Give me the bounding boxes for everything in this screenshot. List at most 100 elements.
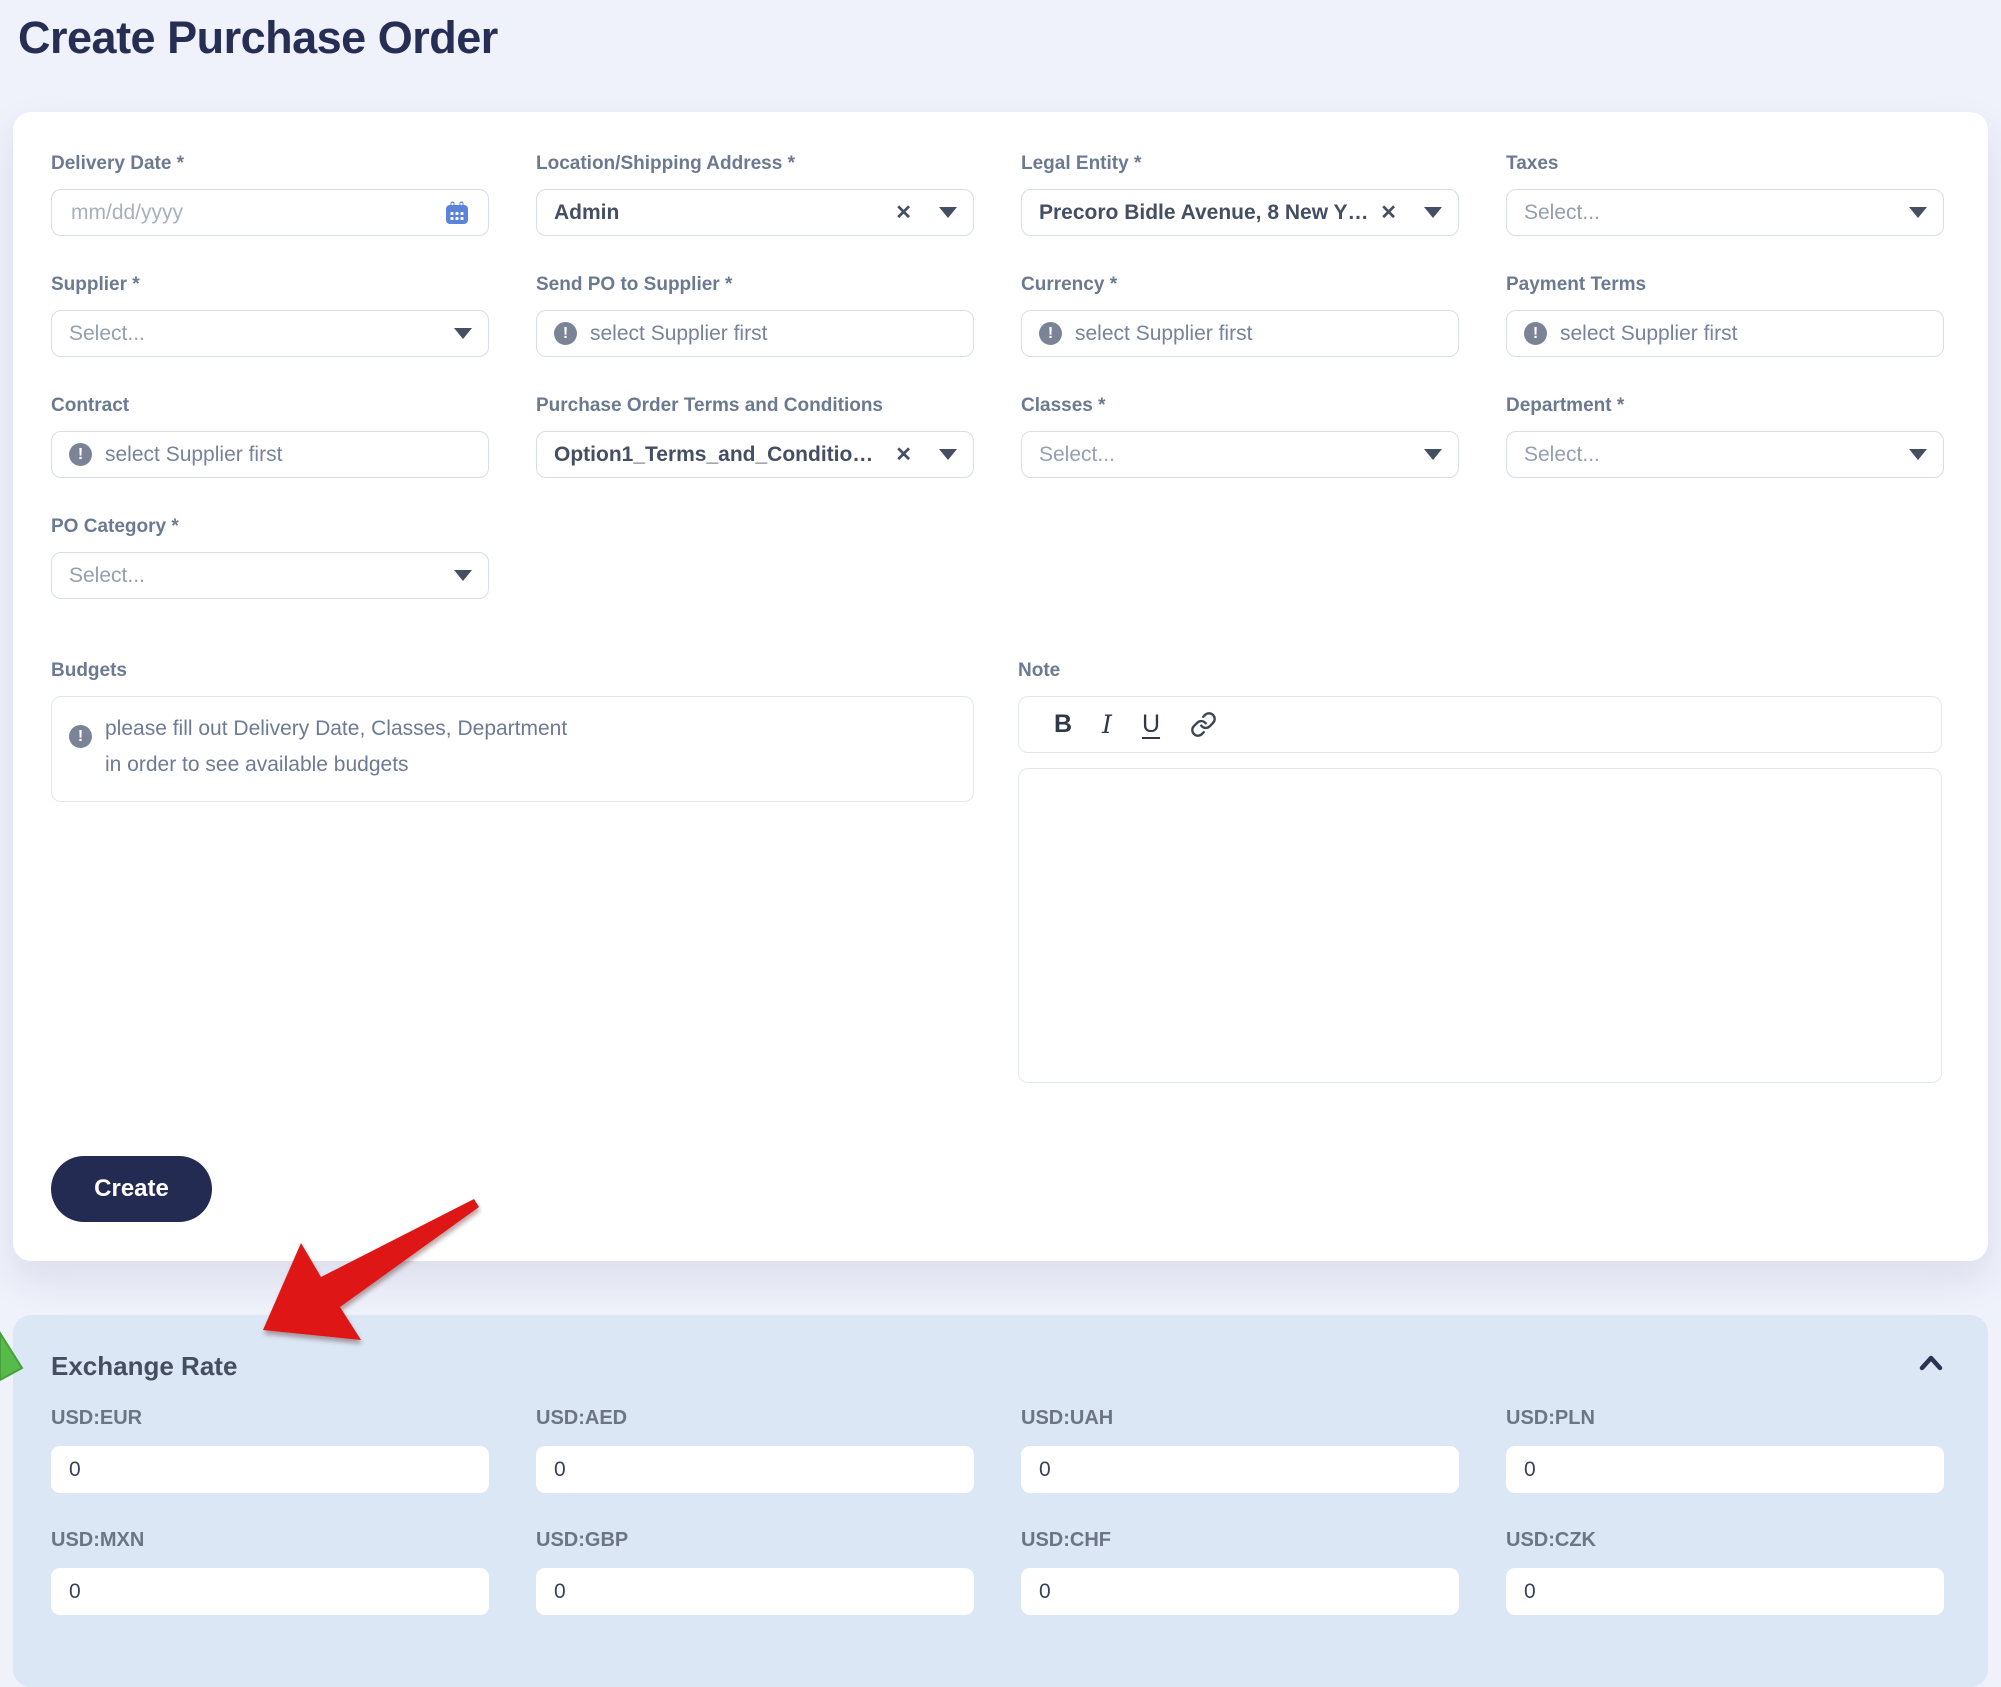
supplier-placeholder: Select... — [69, 321, 145, 345]
legal-entity-value: Precoro Bidle Avenue, 8 New Y… — [1039, 200, 1369, 224]
budgets-message-line1: please fill out Delivery Date, Classes, … — [105, 717, 568, 740]
classes-label: Classes * — [1021, 395, 1106, 416]
department-label: Department * — [1506, 395, 1625, 416]
fx-label: USD:GBP — [536, 1529, 629, 1551]
fx-input-usd-gbp[interactable] — [536, 1568, 974, 1615]
taxes-select[interactable]: Select... — [1506, 189, 1944, 236]
budgets-message: please fill out Delivery Date, Classes, … — [105, 711, 567, 783]
fx-input-usd-eur[interactable] — [51, 1446, 489, 1493]
field-supplier: Supplier * Select... — [51, 273, 489, 357]
form-grid: Delivery Date * — [51, 152, 1944, 599]
caret-down-icon[interactable] — [939, 207, 957, 218]
caret-down-icon[interactable] — [454, 328, 472, 339]
budgets-info-box: ! please fill out Delivery Date, Classes… — [51, 696, 974, 802]
underline-button[interactable]: U — [1129, 705, 1173, 745]
clear-icon[interactable]: ✕ — [895, 201, 912, 224]
taxes-label: Taxes — [1506, 153, 1559, 174]
classes-placeholder: Select... — [1039, 442, 1115, 466]
caret-down-icon[interactable] — [1424, 207, 1442, 218]
fx-label: USD:CHF — [1021, 1529, 1111, 1551]
info-icon: ! — [554, 322, 577, 345]
location-select[interactable]: Admin ✕ — [536, 189, 974, 236]
create-button[interactable]: Create — [51, 1156, 212, 1222]
info-icon: ! — [69, 443, 92, 466]
fx-input-usd-aed[interactable] — [536, 1446, 974, 1493]
fx-label: USD:CZK — [1506, 1529, 1596, 1551]
classes-select[interactable]: Select... — [1021, 431, 1459, 478]
budgets-message-line2: in order to see available budgets — [105, 753, 409, 776]
note-section: Note B I U — [1018, 659, 1942, 1088]
fx-field-usd-pln: USD:PLN — [1506, 1407, 1944, 1493]
delivery-date-label: Delivery Date * — [51, 153, 185, 174]
field-legal-entity: Legal Entity * Precoro Bidle Avenue, 8 N… — [1021, 152, 1459, 236]
field-classes: Classes * Select... — [1021, 394, 1459, 478]
po-terms-value: Option1_Terms_and_Conditio… — [554, 442, 874, 466]
fx-field-usd-czk: USD:CZK — [1506, 1529, 1944, 1615]
exchange-rate-title: Exchange Rate — [51, 1351, 238, 1381]
contract-disabled-field: ! select Supplier first — [51, 431, 489, 478]
calendar-icon[interactable] — [442, 198, 472, 228]
delivery-date-control[interactable] — [51, 189, 489, 236]
fx-input-usd-mxn[interactable] — [51, 1568, 489, 1615]
caret-down-icon[interactable] — [1424, 449, 1442, 460]
link-icon — [1190, 712, 1216, 737]
legal-entity-select[interactable]: Precoro Bidle Avenue, 8 New Y… ✕ — [1021, 189, 1459, 236]
fx-field-usd-aed: USD:AED — [536, 1407, 974, 1493]
department-select[interactable]: Select... — [1506, 431, 1944, 478]
po-category-select[interactable]: Select... — [51, 552, 489, 599]
fx-input-usd-pln[interactable] — [1506, 1446, 1944, 1493]
location-label: Location/Shipping Address * — [536, 153, 795, 174]
currency-hint: select Supplier first — [1075, 321, 1253, 345]
payment-terms-hint: select Supplier first — [1560, 321, 1738, 345]
note-label: Note — [1018, 660, 1061, 681]
contract-label: Contract — [51, 395, 130, 416]
field-contract: Contract ! select Supplier first — [51, 394, 489, 478]
po-terms-label: Purchase Order Terms and Conditions — [536, 395, 884, 416]
bold-button[interactable]: B — [1041, 705, 1085, 745]
field-send-po-to-supplier: Send PO to Supplier * ! select Supplier … — [536, 273, 974, 357]
budgets-section: Budgets ! please fill out Delivery Date,… — [51, 659, 974, 1088]
send-po-hint: select Supplier first — [590, 321, 768, 345]
fx-label: USD:AED — [536, 1407, 628, 1429]
legal-entity-label: Legal Entity * — [1021, 153, 1142, 174]
fx-field-usd-gbp: USD:GBP — [536, 1529, 974, 1615]
fx-input-usd-uah[interactable] — [1021, 1446, 1459, 1493]
link-button[interactable] — [1181, 705, 1225, 745]
supplier-label: Supplier * — [51, 274, 140, 295]
fx-label: USD:EUR — [51, 1407, 143, 1429]
taxes-placeholder: Select... — [1524, 200, 1600, 224]
caret-down-icon[interactable] — [939, 449, 957, 460]
location-value: Admin — [554, 200, 620, 224]
note-textarea[interactable] — [1018, 768, 1942, 1083]
field-department: Department * Select... — [1506, 394, 1944, 478]
fx-label: USD:MXN — [51, 1529, 145, 1551]
caret-down-icon[interactable] — [1909, 207, 1927, 218]
info-icon: ! — [1039, 322, 1062, 345]
po-terms-select[interactable]: Option1_Terms_and_Conditio… ✕ — [536, 431, 974, 478]
fx-label: USD:UAH — [1021, 1407, 1114, 1429]
italic-button[interactable]: I — [1085, 705, 1129, 745]
exchange-rate-header: Exchange Rate — [51, 1351, 1944, 1381]
info-icon: ! — [69, 725, 92, 748]
info-icon: ! — [1524, 322, 1547, 345]
clear-icon[interactable]: ✕ — [895, 443, 912, 466]
contract-hint: select Supplier first — [105, 442, 283, 466]
field-po-category: PO Category * Select... — [51, 515, 489, 599]
fx-input-usd-czk[interactable] — [1506, 1568, 1944, 1615]
fx-input-usd-chf[interactable] — [1021, 1568, 1459, 1615]
field-delivery-date: Delivery Date * — [51, 152, 489, 236]
field-location-shipping-address: Location/Shipping Address * Admin ✕ — [536, 152, 974, 236]
clear-icon[interactable]: ✕ — [1380, 201, 1397, 224]
budgets-label: Budgets — [51, 660, 127, 681]
collapse-panel-button[interactable] — [1918, 1353, 1944, 1376]
create-po-form-card: Delivery Date * — [13, 112, 1988, 1261]
fx-field-usd-chf: USD:CHF — [1021, 1529, 1459, 1615]
exchange-rate-grid: USD:EUR USD:AED USD:UAH USD:PLN USD:MXN … — [51, 1407, 1944, 1615]
budgets-note-row: Budgets ! please fill out Delivery Date,… — [51, 659, 1944, 1088]
supplier-select[interactable]: Select... — [51, 310, 489, 357]
caret-down-icon[interactable] — [454, 570, 472, 581]
delivery-date-input[interactable] — [69, 199, 442, 226]
note-toolbar: B I U — [1018, 696, 1942, 753]
field-currency: Currency * ! select Supplier first — [1021, 273, 1459, 357]
caret-down-icon[interactable] — [1909, 449, 1927, 460]
